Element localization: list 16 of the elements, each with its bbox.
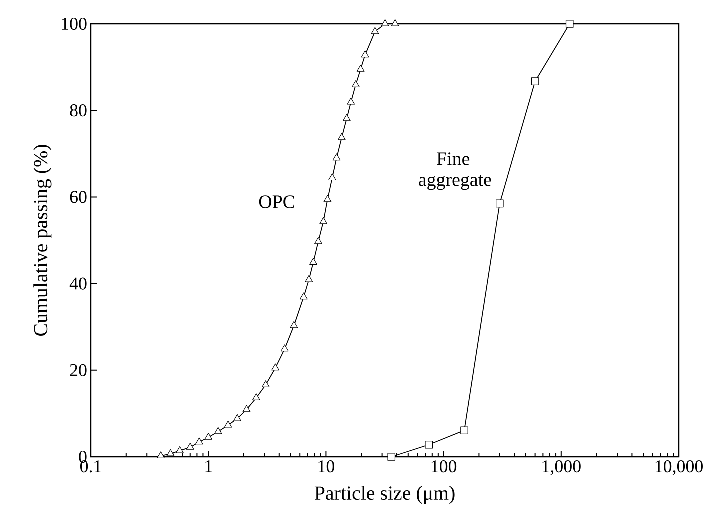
x-tick-label: 1,000 <box>542 460 581 476</box>
x-tick-label: 1 <box>206 460 212 472</box>
y-tick-label: 80 <box>70 104 87 117</box>
y-tick-label: 100 <box>62 18 87 30</box>
y-tick-label: 40 <box>70 278 87 290</box>
y-tick-label: 60 <box>70 191 87 204</box>
x-axis-title: Particle size (μm) <box>314 486 455 504</box>
series-label: Fine aggregate <box>419 152 492 190</box>
series-label: OPC <box>259 196 294 208</box>
x-tick-label: 10 <box>318 460 334 473</box>
y-tick-label: 20 <box>70 364 87 376</box>
x-tick-label: 0.1 <box>80 460 102 473</box>
y-tick-label: 0 <box>79 450 87 464</box>
x-tick-label: 10,000 <box>656 460 703 476</box>
x-tick-label: 100 <box>432 460 457 473</box>
y-axis-title: Cumulative passing (%) <box>34 145 52 336</box>
